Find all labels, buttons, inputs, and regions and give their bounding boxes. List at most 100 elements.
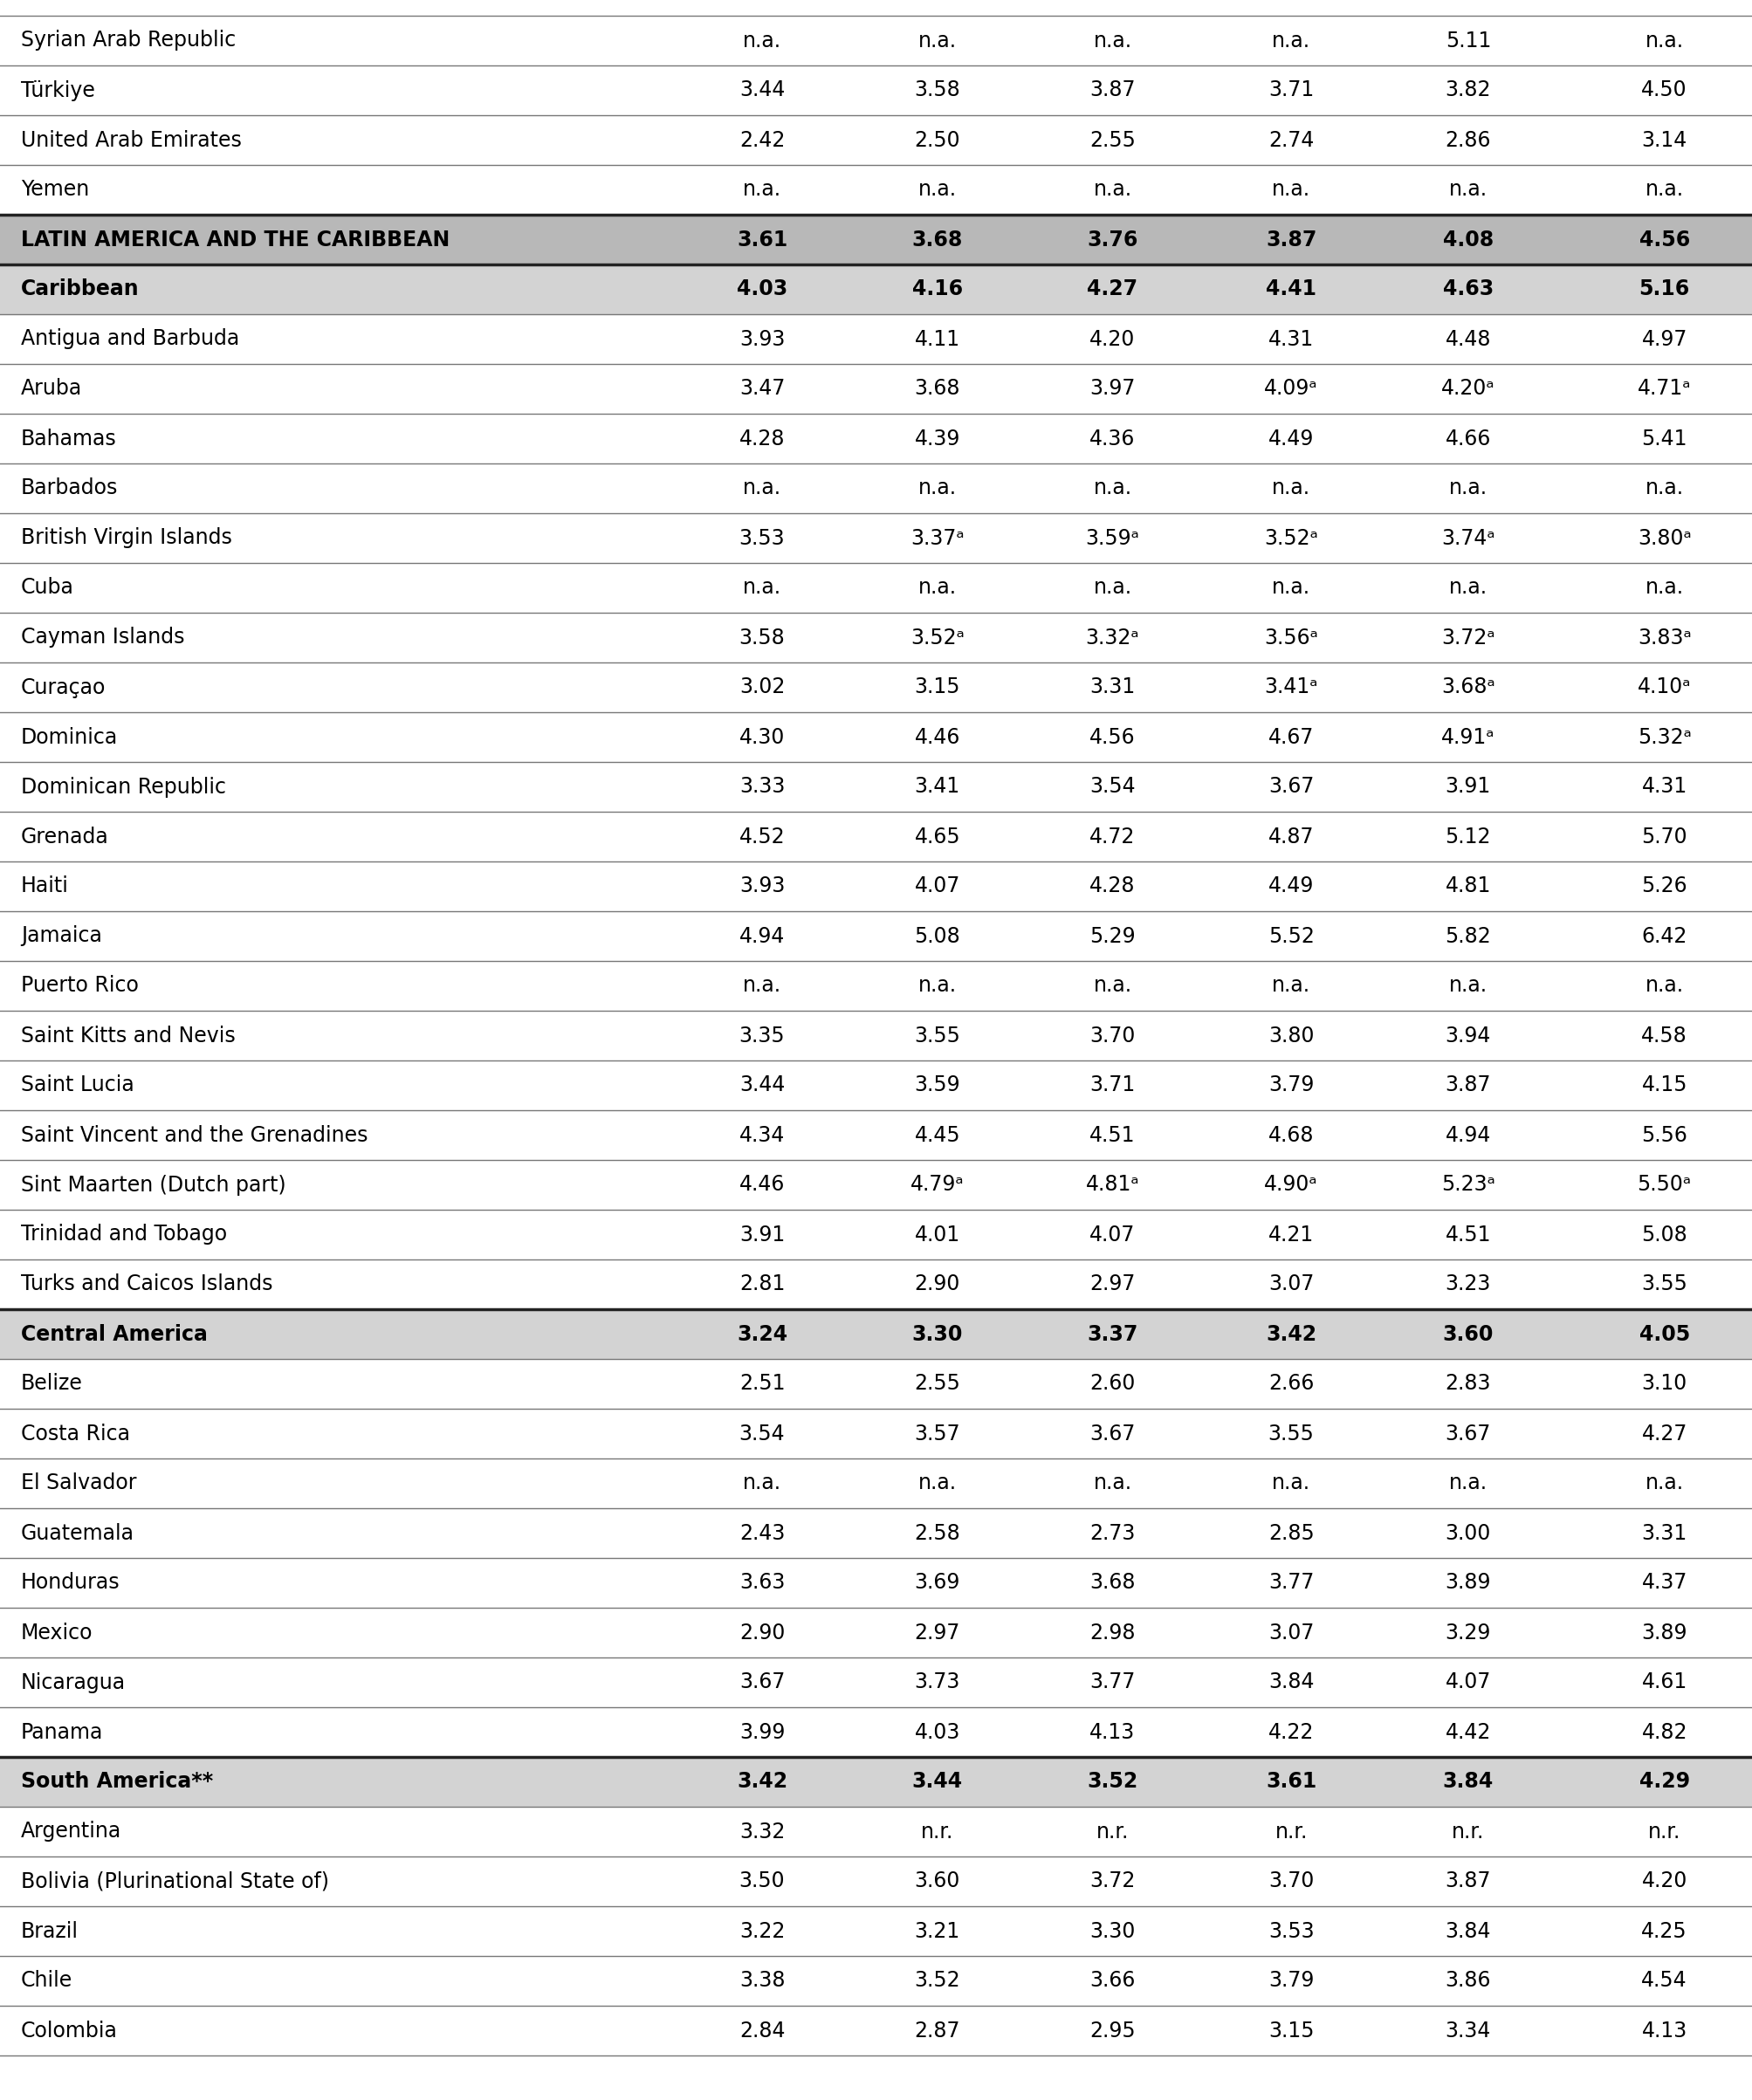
Text: n.r.: n.r. [922,1821,953,1842]
Text: 3.80ᵃ: 3.80ᵃ [1638,527,1691,548]
Text: n.a.: n.a. [1272,974,1310,995]
Text: 3.63: 3.63 [739,1573,785,1594]
Text: 4.27: 4.27 [1642,1424,1687,1445]
Text: 2.66: 2.66 [1268,1373,1314,1394]
Bar [0,1010,1752,1061]
Text: 4.65: 4.65 [915,825,960,846]
Text: 4.81ᵃ: 4.81ᵃ [1086,1174,1139,1195]
Text: 2.50: 2.50 [915,130,960,151]
Text: 4.27: 4.27 [1088,279,1137,300]
Text: Guatemala: Guatemala [21,1522,135,1544]
Text: 3.41: 3.41 [915,777,960,798]
Text: 5.16: 5.16 [1638,279,1691,300]
Text: Bolivia (Plurinational State of): Bolivia (Plurinational State of) [21,1871,329,1892]
Text: 3.53: 3.53 [739,527,785,548]
Text: 4.72: 4.72 [1090,825,1135,846]
Bar [0,1359,1752,1409]
Bar [0,1260,1752,1308]
Text: 4.13: 4.13 [1090,1722,1135,1743]
Text: 4.08: 4.08 [1442,229,1494,250]
Text: 4.13: 4.13 [1642,2020,1687,2041]
Text: 5.56: 5.56 [1642,1126,1687,1147]
Text: n.a.: n.a. [918,974,957,995]
Text: 3.42: 3.42 [1267,1323,1316,1344]
Text: 4.91ᵃ: 4.91ᵃ [1442,727,1494,748]
Text: Curaçao: Curaçao [21,676,107,697]
Text: 3.84: 3.84 [1268,1672,1314,1693]
Bar [0,1758,1752,1806]
Text: 4.16: 4.16 [913,279,962,300]
Text: n.a.: n.a. [1645,29,1684,50]
Bar [0,116,1752,166]
Text: Barbados: Barbados [21,479,117,500]
Text: 4.36: 4.36 [1090,428,1135,449]
Text: 3.22: 3.22 [739,1922,785,1943]
Text: 3.21: 3.21 [915,1922,960,1943]
Bar [0,813,1752,861]
Text: 4.79ᵃ: 4.79ᵃ [911,1174,964,1195]
Text: 4.20: 4.20 [1090,328,1135,349]
Text: n.a.: n.a. [1645,578,1684,599]
Text: 3.58: 3.58 [739,628,785,649]
Text: 3.69: 3.69 [915,1573,960,1594]
Text: 4.54: 4.54 [1642,1970,1687,1991]
Text: 3.89: 3.89 [1445,1573,1491,1594]
Text: 3.94: 3.94 [1445,1025,1491,1046]
Text: 3.68: 3.68 [911,229,964,250]
Text: 5.08: 5.08 [1642,1224,1687,1245]
Bar [0,1308,1752,1359]
Text: Chile: Chile [21,1970,74,1991]
Bar [0,911,1752,962]
Text: 3.30: 3.30 [911,1323,964,1344]
Text: 3.60: 3.60 [1442,1323,1494,1344]
Text: 3.84: 3.84 [1442,1772,1494,1791]
Text: 2.97: 2.97 [1090,1275,1135,1296]
Bar [0,563,1752,613]
Text: Saint Kitts and Nevis: Saint Kitts and Nevis [21,1025,235,1046]
Text: 4.61: 4.61 [1642,1672,1687,1693]
Text: 2.86: 2.86 [1445,130,1491,151]
Text: n.a.: n.a. [1093,974,1132,995]
Text: 3.87: 3.87 [1445,1075,1491,1096]
Text: 4.82: 4.82 [1642,1722,1687,1743]
Text: 3.15: 3.15 [1268,2020,1314,2041]
Text: 5.23ᵃ: 5.23ᵃ [1442,1174,1494,1195]
Text: 3.91: 3.91 [739,1224,785,1245]
Text: 4.71ᵃ: 4.71ᵃ [1638,378,1691,399]
Text: Turks and Caicos Islands: Turks and Caicos Islands [21,1275,273,1296]
Text: 2.55: 2.55 [915,1373,960,1394]
Text: 5.29: 5.29 [1090,926,1135,947]
Text: n.r.: n.r. [1097,1821,1128,1842]
Text: Nicaragua: Nicaragua [21,1672,126,1693]
Text: LATIN AMERICA AND THE CARIBBEAN: LATIN AMERICA AND THE CARIBBEAN [21,229,450,250]
Bar [0,1159,1752,1210]
Text: 3.37: 3.37 [1086,1323,1139,1344]
Text: 3.44: 3.44 [739,80,785,101]
Text: 2.83: 2.83 [1445,1373,1491,1394]
Text: 4.01: 4.01 [915,1224,960,1245]
Text: Saint Lucia: Saint Lucia [21,1075,135,1096]
Text: 4.67: 4.67 [1268,727,1314,748]
Bar [0,1707,1752,1758]
Text: 3.55: 3.55 [915,1025,960,1046]
Text: 4.11: 4.11 [915,328,960,349]
Text: n.a.: n.a. [918,578,957,599]
Text: 3.68ᵃ: 3.68ᵃ [1442,676,1494,697]
Text: 4.30: 4.30 [739,727,785,748]
Text: 4.39: 4.39 [915,428,960,449]
Bar [0,464,1752,512]
Text: n.a.: n.a. [743,578,781,599]
Bar [0,1508,1752,1558]
Text: n.a.: n.a. [918,1472,957,1493]
Text: 3.87: 3.87 [1445,1871,1491,1892]
Text: 5.26: 5.26 [1642,876,1687,897]
Text: 5.82: 5.82 [1445,926,1491,947]
Bar [0,613,1752,662]
Bar [0,414,1752,464]
Text: n.a.: n.a. [1645,1472,1684,1493]
Text: 4.03: 4.03 [736,279,788,300]
Text: 4.31: 4.31 [1268,328,1314,349]
Bar [0,1856,1752,1907]
Text: n.a.: n.a. [1449,578,1487,599]
Bar [0,861,1752,911]
